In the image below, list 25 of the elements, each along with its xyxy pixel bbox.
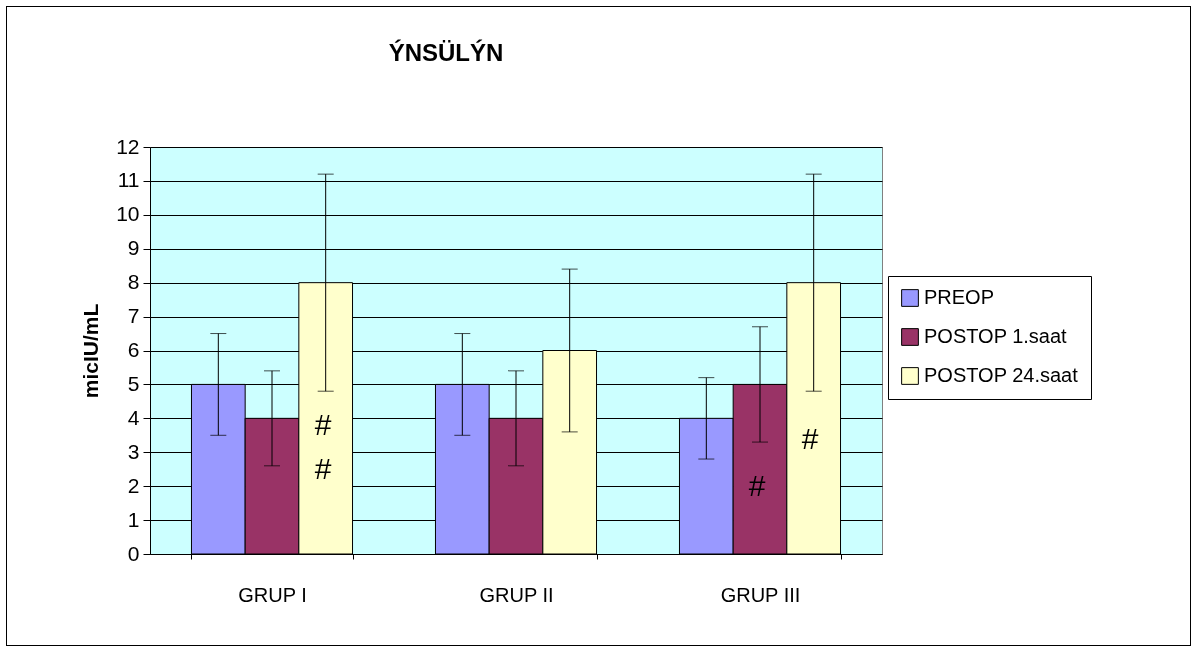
y-axis-title: micIU/mL (79, 303, 103, 399)
y-tick-label: 7 (127, 304, 140, 328)
x-tick-label: GRUP I (238, 583, 307, 606)
legend-label: PREOP (924, 286, 995, 308)
y-tick-label: 12 (116, 134, 140, 158)
y-tick-label: 4 (127, 405, 140, 429)
y-tick-label: 8 (127, 270, 140, 294)
y-tick-label: 0 (127, 541, 140, 565)
x-tick-label: GRUP II (479, 583, 554, 606)
y-tick-label: 2 (127, 473, 140, 497)
x-tick-label: GRUP III (720, 583, 801, 606)
chart-title: ÝNSÜLÝN (388, 39, 504, 66)
annotation: # (314, 452, 332, 485)
y-tick-label: 10 (116, 202, 140, 226)
annotation: # (748, 469, 766, 502)
y-tick-label: 9 (127, 236, 140, 260)
legend-label: POSTOP 1.saat (924, 325, 1068, 347)
y-tick-label: 6 (127, 338, 140, 361)
annotation: # (314, 408, 332, 441)
y-tick-label: 5 (127, 371, 140, 395)
y-tick-label: 3 (127, 439, 140, 463)
y-tick-label: 11 (117, 168, 140, 192)
y-tick-label: 1 (127, 507, 140, 531)
annotation: # (801, 422, 819, 455)
legend-label: POSTOP 24.saat (924, 364, 1079, 386)
